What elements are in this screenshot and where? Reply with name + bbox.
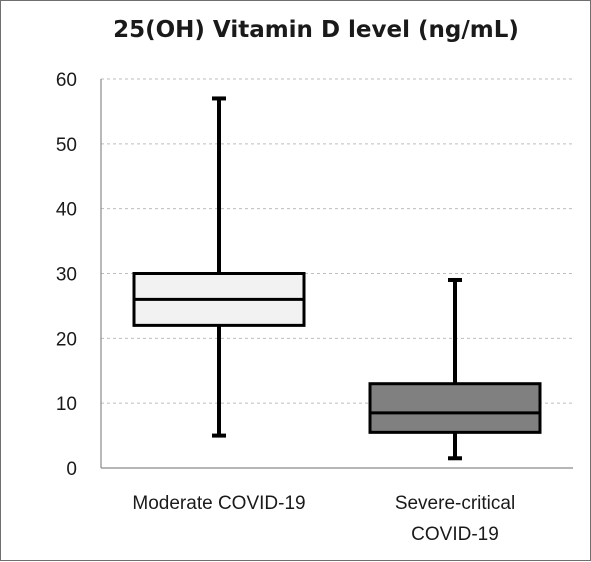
box-1 — [132, 96, 306, 438]
axes — [100, 79, 573, 469]
y-tick-label-40: 40 — [56, 200, 77, 221]
gridlines — [101, 78, 573, 404]
y-tick-label-20: 20 — [56, 329, 77, 350]
x-category-label-1: Moderate COVID-19 — [132, 493, 305, 514]
y-tick-label-50: 50 — [56, 135, 77, 156]
y-tick-label-0: 0 — [66, 459, 77, 480]
category-label-line: Severe-critical — [395, 493, 515, 514]
x-category-labels: Moderate COVID-19 Severe-critical COVID-19 — [132, 493, 515, 545]
y-tick-labels: 0 10 20 30 40 50 60 — [56, 70, 77, 480]
iqr-box — [368, 382, 542, 434]
y-tick-label-10: 10 — [56, 394, 77, 415]
y-tick-label-60: 60 — [56, 70, 77, 91]
category-label-line: COVID-19 — [411, 524, 499, 545]
x-category-label-2: Severe-critical COVID-19 — [395, 493, 515, 545]
box-plots — [132, 96, 542, 461]
y-tick-label-30: 30 — [56, 265, 77, 286]
chart-title: 25(OH) Vitamin D level (ng/mL) — [113, 17, 519, 43]
box-2 — [368, 277, 542, 461]
category-label-line: Moderate COVID-19 — [132, 493, 305, 514]
